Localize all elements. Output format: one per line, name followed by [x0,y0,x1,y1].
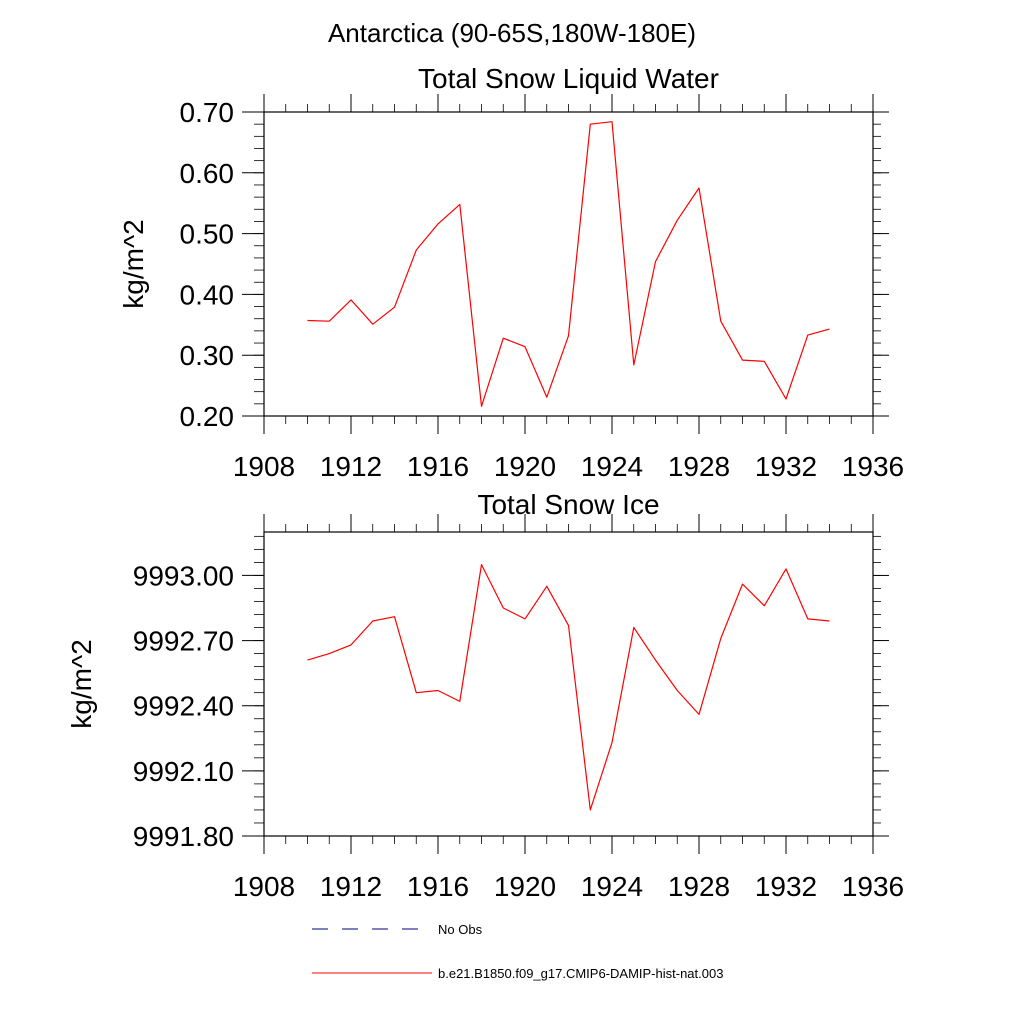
chart-1-xtick-label: 1932 [755,871,817,902]
figure-suptitle: Antarctica (90-65S,180W-180E) [328,18,696,48]
chart-1-ylabel: kg/m^2 [66,639,97,728]
chart-1-xtick-label: 1916 [407,871,469,902]
chart-1-xtick-label: 1912 [320,871,382,902]
chart-0-series-line-0 [307,121,830,407]
panel-total-snow-liquid-water: Total Snow Liquid Water 1908 1912 1916 1920 1… [118,63,904,482]
chart-0-xtick-label: 1912 [320,451,382,482]
chart-1-plot-frame [263,531,874,837]
chart-0-ytick-label: 0.70 [180,97,235,128]
chart-1-xtick-label: 1908 [233,871,295,902]
chart-0-ytick-label: 0.20 [180,401,235,432]
legend: No Obs b.e21.B1850.f09_g17.CMIP6-DAMIP-h… [312,922,723,981]
chart-0-xtick-label: 1932 [755,451,817,482]
chart-0-xtick-label: 1936 [842,451,904,482]
chart-1-xtick-label: 1928 [668,871,730,902]
chart-0-xtick-label: 1920 [494,451,556,482]
chart-0-xtick-label: 1916 [407,451,469,482]
chart-0-ytick-label: 0.40 [180,279,235,310]
chart-1-series-line-0 [307,563,830,811]
chart-0-ytick-label: 0.30 [180,340,235,371]
chart-0-xtick-label: 1928 [668,451,730,482]
chart-0-xtick-label: 1924 [581,451,643,482]
legend-obs-label: No Obs [438,922,483,937]
legend-model-label: b.e21.B1850.f09_g17.CMIP6-DAMIP-hist-nat… [438,966,723,981]
chart-0-plot-frame [263,111,874,417]
chart-1-xtick-label: 1920 [494,871,556,902]
chart-0-ytick-label: 0.50 [180,219,235,250]
chart-1-ytick-label: 9992.10 [133,756,234,787]
chart-1-ytick-label: 9992.40 [133,691,234,722]
chart-0-title: Total Snow Liquid Water [418,63,719,94]
chart-1-ytick-label: 9991.80 [133,821,234,852]
chart-1-title: Total Snow Ice [477,489,659,520]
chart-0-xtick-label: 1908 [233,451,295,482]
chart-1-xtick-label: 1936 [842,871,904,902]
chart-1-ytick-label: 9992.70 [133,626,234,657]
chart-1-ytick-label: 9993.00 [133,560,234,591]
panel-total-snow-ice: Total Snow Ice 1908 1912 1916 1920 1924 1928 19… [66,489,904,902]
chart-1-xtick-label: 1924 [581,871,643,902]
chart-0-ytick-label: 0.60 [180,158,235,189]
chart-0-ylabel: kg/m^2 [118,219,149,308]
